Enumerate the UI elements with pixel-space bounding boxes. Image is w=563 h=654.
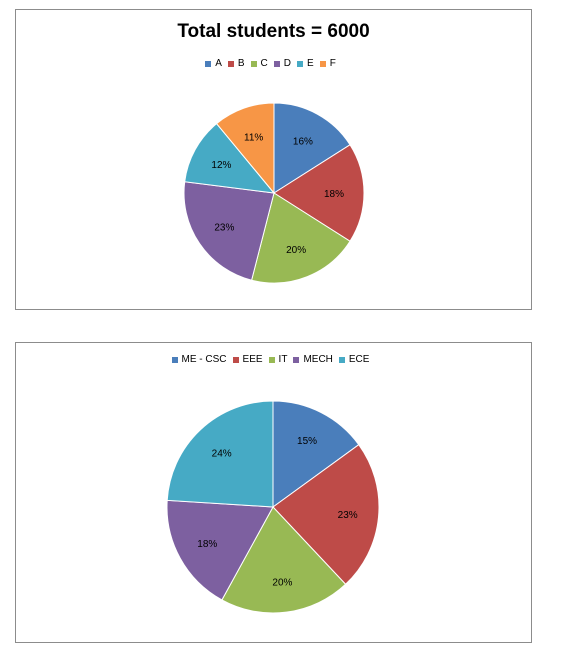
- chart-1-slice-a: [273, 102, 351, 194]
- chart-2-legend-item-mech: MECH: [293, 354, 333, 365]
- chart-2-legend-item-me-csc: ME - CSC: [171, 354, 227, 365]
- chart-1-data-label-d: 23%: [214, 223, 234, 234]
- chart-2-legend-label-eee: EEE: [242, 354, 263, 365]
- chart-2-legend-label-me-csc: ME - CSC: [181, 354, 227, 365]
- chart-2-slice-it: [221, 506, 347, 614]
- chart-1-data-label-c: 20%: [286, 245, 306, 256]
- chart-1-slice-e: [184, 122, 276, 194]
- chart-1-legend-swatch-c: [250, 60, 257, 67]
- chart-1-legend: A B C D E F: [16, 58, 531, 69]
- chart-1-data-label-b: 18%: [324, 189, 344, 200]
- chart-1-panel: Total students = 6000 A B C D E F 16% 18% 20% 23…: [15, 9, 532, 310]
- chart-1-legend-swatch-f: [319, 60, 326, 67]
- chart-2-data-label-ece: 24%: [212, 448, 232, 459]
- chart-2-legend-swatch-me-csc: [171, 356, 178, 363]
- chart-1-legend-item-e: E: [297, 58, 314, 69]
- chart-2-data-label-mech: 18%: [197, 539, 217, 550]
- chart-1-data-label-e: 12%: [211, 160, 231, 171]
- chart-1-data-label-a: 16%: [293, 136, 313, 147]
- chart-1-legend-item-c: C: [250, 58, 268, 69]
- chart-1-legend-swatch-a: [205, 60, 212, 67]
- chart-1-slice-f: [215, 102, 275, 195]
- chart-2-legend-item-eee: EEE: [232, 354, 263, 365]
- chart-1-legend-swatch-d: [273, 60, 280, 67]
- chart-2-slice-me-csc: [272, 400, 360, 508]
- chart-2-legend-label-ece: ECE: [348, 354, 370, 365]
- chart-2-legend-swatch-ece: [338, 356, 345, 363]
- chart-1-legend-label-f: F: [329, 58, 336, 69]
- chart-2-slice-mech: [166, 499, 274, 601]
- chart-1-legend-label-d: D: [283, 58, 292, 69]
- chart-1-slice-d: [183, 181, 275, 281]
- chart-2-data-label-eee: 23%: [338, 510, 358, 521]
- chart-1-legend-item-d: D: [273, 58, 292, 69]
- chart-2-legend: ME - CSC EEE IT MECH ECE: [16, 354, 531, 365]
- chart-2-legend-item-it: IT: [268, 354, 288, 365]
- chart-2-legend-swatch-it: [268, 356, 275, 363]
- chart-2-legend-label-mech: MECH: [303, 354, 333, 365]
- chart-1-legend-label-a: A: [215, 58, 222, 69]
- chart-1-pie: 16% 18% 20% 23% 12% 11%: [183, 102, 365, 284]
- chart-1-data-label-f: 11%: [244, 133, 263, 144]
- chart-2-legend-label-it: IT: [278, 354, 288, 365]
- chart-1-legend-label-c: C: [260, 58, 268, 69]
- chart-1-slice-b: [273, 144, 365, 242]
- chart-2-slice-eee: [272, 443, 380, 585]
- chart-1-legend-label-e: E: [307, 58, 314, 69]
- chart-1-legend-item-b: B: [227, 58, 245, 69]
- chart-2-legend-item-ece: ECE: [338, 354, 370, 365]
- chart-2-slice-ece: [166, 400, 274, 508]
- chart-1-slice-c: [251, 192, 351, 284]
- chart-1-legend-swatch-e: [297, 60, 304, 67]
- chart-1-title: Total students = 6000: [177, 21, 370, 42]
- chart-2-data-label-it: 20%: [272, 577, 292, 588]
- chart-2-legend-swatch-eee: [232, 356, 239, 363]
- chart-1-legend-label-b: B: [237, 58, 245, 69]
- chart-1-legend-item-f: F: [319, 58, 336, 69]
- chart-2-data-label-me-csc: 15%: [297, 436, 317, 447]
- chart-1-legend-swatch-b: [227, 60, 234, 67]
- chart-2-legend-swatch-mech: [293, 356, 300, 363]
- chart-2-pie: 15% 23% 20% 18% 24%: [166, 400, 380, 614]
- chart-1-legend-item-a: A: [205, 58, 222, 69]
- chart-2-panel: ME - CSC EEE IT MECH ECE 15% 23% 20% 18% 24%: [15, 342, 532, 643]
